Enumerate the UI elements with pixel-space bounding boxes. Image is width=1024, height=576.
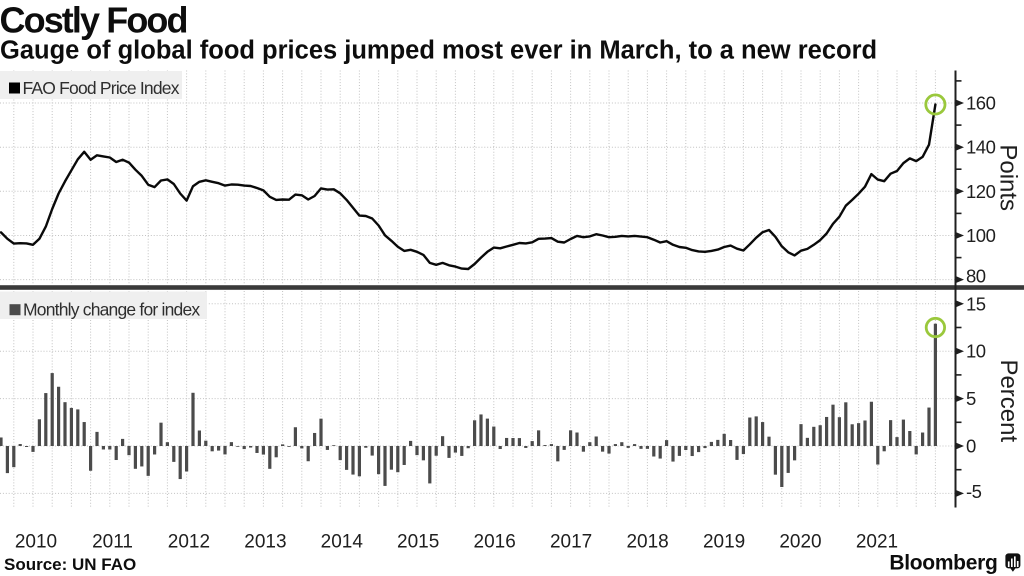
svg-text:2019: 2019 (703, 532, 745, 553)
svg-text:Costly Food: Costly Food (0, 0, 187, 41)
svg-text:2020: 2020 (779, 532, 821, 553)
svg-text:2017: 2017 (550, 532, 592, 553)
svg-text:160: 160 (966, 93, 996, 114)
svg-text:15: 15 (966, 293, 986, 314)
svg-text:100: 100 (966, 225, 996, 246)
svg-text:FAO Food Price Index: FAO Food Price Index (23, 78, 180, 98)
svg-text:Monthly change for index: Monthly change for index (23, 300, 200, 320)
svg-text:80: 80 (966, 266, 986, 287)
svg-text:Bloomberg: Bloomberg (889, 552, 997, 575)
svg-text:2010: 2010 (15, 532, 57, 553)
svg-text:2018: 2018 (626, 532, 668, 553)
svg-text:Percent: Percent (995, 359, 1022, 442)
svg-text:2021: 2021 (856, 532, 898, 553)
svg-text:2014: 2014 (321, 532, 364, 553)
svg-text:120: 120 (966, 181, 996, 202)
svg-text:5: 5 (966, 388, 976, 409)
svg-text:Source: UN FAO: Source: UN FAO (4, 555, 136, 574)
svg-text:2013: 2013 (244, 532, 286, 553)
svg-text:2011: 2011 (92, 532, 133, 553)
svg-text:Points: Points (995, 144, 1022, 211)
svg-text:-5: -5 (966, 481, 982, 502)
svg-text:Gauge of global food prices ju: Gauge of global food prices jumped most … (0, 37, 877, 65)
svg-text:2015: 2015 (397, 532, 439, 553)
svg-text:2016: 2016 (474, 532, 516, 553)
svg-text:2012: 2012 (168, 532, 210, 553)
svg-text:0: 0 (966, 436, 976, 457)
svg-text:140: 140 (966, 137, 996, 158)
svg-text:10: 10 (966, 341, 986, 362)
